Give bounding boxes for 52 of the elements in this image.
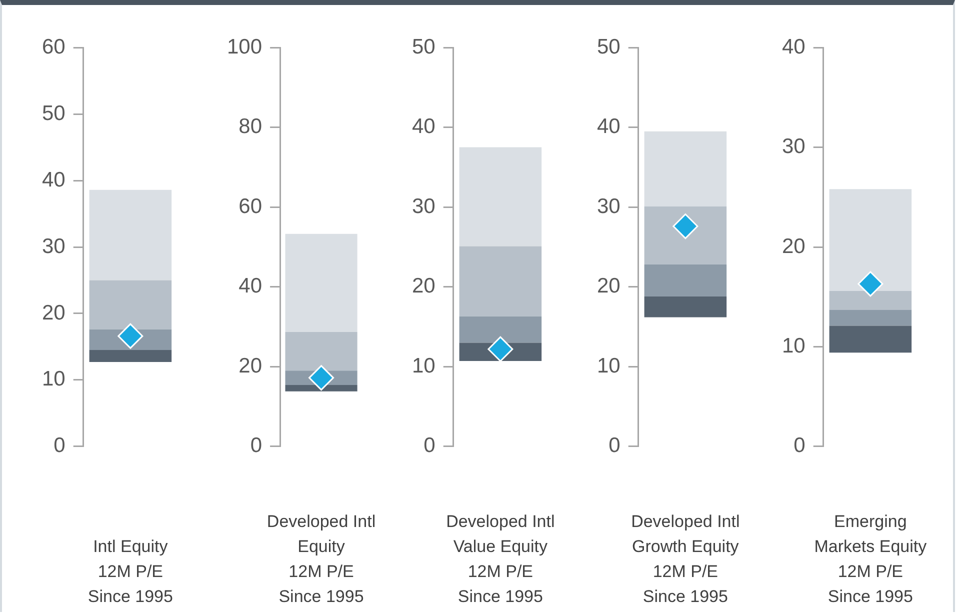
y-tick-label: 20 <box>412 274 436 298</box>
y-tick-label: 20 <box>782 234 806 258</box>
y-tick-label: 30 <box>42 234 66 258</box>
y-tick-label: 50 <box>412 35 436 58</box>
bar <box>89 190 172 280</box>
y-tick-label: 30 <box>782 135 806 158</box>
y-tick-label: 20 <box>238 354 262 378</box>
bar <box>285 384 358 392</box>
bar <box>644 296 727 318</box>
bar <box>829 326 912 353</box>
y-tick-label: 60 <box>42 35 66 58</box>
y-tick-label: 20 <box>42 301 66 324</box>
bar <box>829 310 912 326</box>
y-tick-label: 30 <box>412 194 436 218</box>
y-tick-label: 60 <box>238 194 262 218</box>
y-tick-label: 10 <box>42 368 66 391</box>
bar <box>644 264 727 296</box>
y-tick-label: 50 <box>42 102 66 125</box>
y-tick-label: 100 <box>226 35 262 58</box>
y-tick-label: 0 <box>608 434 620 458</box>
x-tick-label: Emerging Markets Equity 12M P/E Since 1995 <box>814 511 927 608</box>
bar <box>644 131 727 206</box>
y-tick-label: 0 <box>250 434 262 458</box>
bar <box>285 332 358 371</box>
y-tick-label: 10 <box>597 354 620 378</box>
y-tick-label: 0 <box>54 434 66 458</box>
bar <box>829 290 912 310</box>
bar <box>89 280 172 330</box>
bar <box>89 350 172 362</box>
bar <box>285 234 358 332</box>
y-tick-label: 10 <box>412 354 436 378</box>
y-tick-label: 80 <box>238 115 262 138</box>
y-tick-label: 0 <box>424 434 436 458</box>
y-tick-label: 40 <box>782 35 806 58</box>
y-tick-label: 10 <box>782 334 806 358</box>
x-tick-label: Intl Equity 12M P/E Since 1995 <box>88 536 173 608</box>
y-tick-label: 40 <box>238 274 262 298</box>
bar <box>459 246 542 316</box>
x-tick-label: Developed Intl Equity 12M P/E Since 1995 <box>266 511 376 608</box>
y-tick-label: 0 <box>794 434 806 458</box>
y-tick-label: 20 <box>597 274 620 298</box>
y-tick-label: 40 <box>597 115 620 138</box>
bar <box>459 147 542 246</box>
y-tick-label: 40 <box>42 168 66 192</box>
bar <box>644 206 727 265</box>
bar <box>829 189 912 291</box>
y-tick-label: 40 <box>412 115 436 138</box>
y-tick-label: 30 <box>597 194 620 218</box>
x-tick-label: Developed Intl Growth Equity 12M P/E Since 1995 <box>631 511 740 608</box>
x-tick-label: Developed Intl Value Equity 12M P/E Since 1995 <box>446 511 555 608</box>
y-tick-label: 50 <box>597 35 620 58</box>
bar <box>459 316 542 343</box>
